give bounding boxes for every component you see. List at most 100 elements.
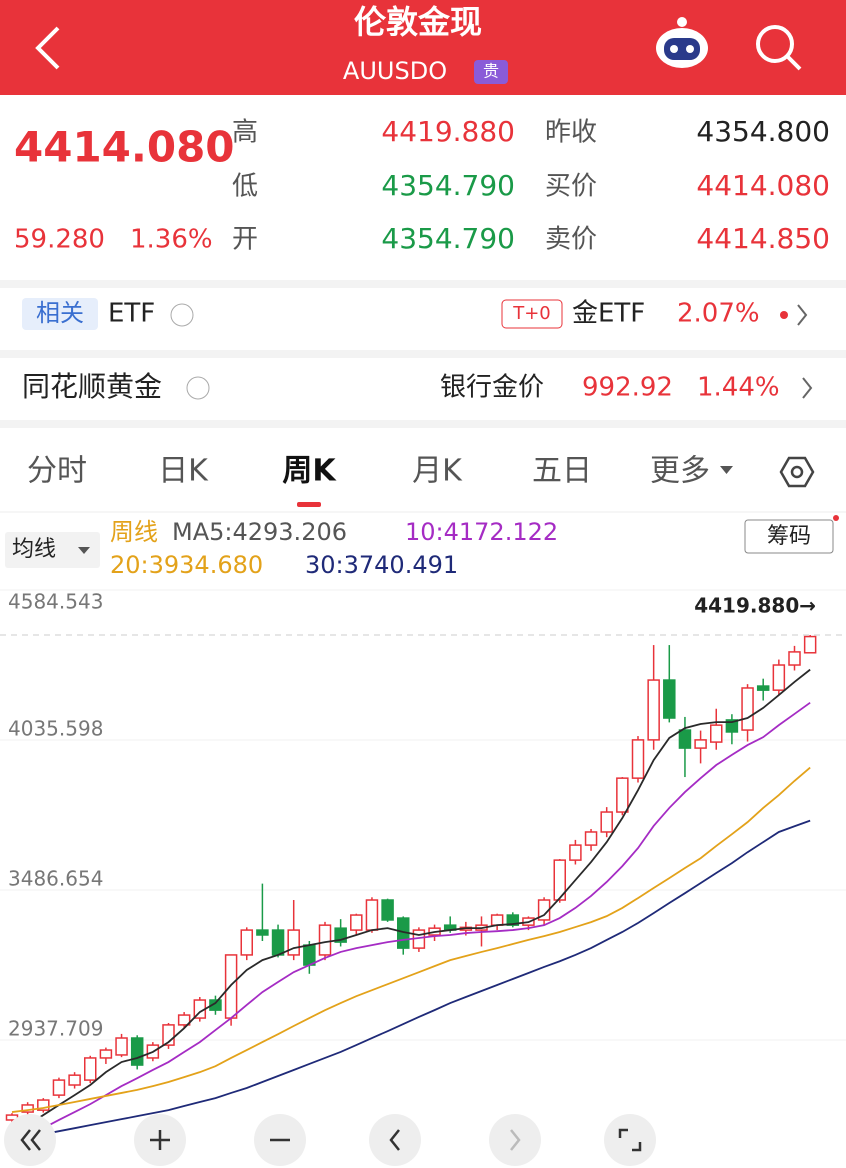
candle-body (647, 679, 660, 741)
ma-mode[interactable]: 均线 (12, 537, 56, 562)
rewind-icon (20, 1129, 41, 1151)
settings-icon[interactable] (779, 456, 815, 488)
tab[interactable]: 月K (412, 454, 463, 489)
plot: 4584.543 4035.598 3486.654 2937.709 4419.880… (0, 589, 846, 1143)
dot (780, 311, 788, 319)
high-label: 4419.880→ (694, 593, 816, 617)
y-tick-label: 3486.654 (8, 867, 103, 891)
code: AUUSDO (343, 57, 447, 85)
candle-body (631, 739, 645, 779)
field-label: 低 (232, 172, 258, 202)
candle-body (68, 1074, 81, 1086)
tab-underline (297, 502, 321, 507)
candle-body (741, 687, 754, 731)
badge: 贵 (483, 62, 499, 81)
legend-entry: MA5:4293.206 (172, 518, 347, 546)
candle-body (616, 777, 629, 813)
zoom-in-icon (150, 1130, 170, 1150)
ma-mode-bg[interactable] (5, 532, 100, 568)
field-value: 4414.850 (696, 222, 830, 255)
toolbar-button[interactable] (4, 1114, 56, 1166)
dot (833, 515, 839, 521)
gold-name[interactable]: 同花顺黄金 (22, 370, 162, 403)
related-name[interactable]: ETF (108, 299, 155, 329)
legend-entry: 20:3934.680 (110, 551, 263, 579)
candle-body (84, 1057, 97, 1081)
ma-line (11, 668, 811, 1136)
field-value: 4354.790 (381, 222, 515, 255)
field-label: 昨收 (545, 118, 597, 148)
t0: T+0 (512, 303, 551, 324)
chevron[interactable] (802, 377, 813, 399)
more-caret (720, 466, 733, 474)
search-icon[interactable] (756, 25, 802, 71)
candle-body (256, 929, 269, 936)
y-tick-label: 4035.598 (8, 717, 103, 741)
tab[interactable]: 五日 (532, 454, 592, 489)
info-icon[interactable] (186, 376, 210, 400)
fund-name[interactable]: 金ETF (572, 299, 645, 329)
fund-pct: 2.07% (677, 299, 760, 329)
candle-body (569, 844, 582, 861)
next-icon (510, 1129, 521, 1151)
candle-body (99, 1049, 113, 1059)
candle-body (350, 914, 363, 931)
tab[interactable]: 更多 (650, 454, 710, 489)
ma-period: 周线 (110, 518, 158, 546)
candle-body (37, 1099, 50, 1111)
tag-bg (22, 298, 98, 330)
back-button[interactable] (35, 26, 60, 70)
candle-body (803, 635, 817, 654)
info-icon[interactable] (170, 303, 194, 327)
candle-body (553, 859, 566, 901)
toolbar-button[interactable] (369, 1114, 421, 1166)
candle-body (224, 954, 238, 1019)
legend: MA5:4293.206 10:4172.122 20:3934.680 30:374… (110, 518, 558, 579)
candle-body (303, 944, 316, 966)
candle-body (177, 1014, 191, 1026)
prev-icon (389, 1129, 400, 1151)
candle-body (490, 914, 504, 926)
toolbar-button[interactable] (489, 1114, 541, 1166)
toolbar-button[interactable] (604, 1114, 656, 1166)
candle-body (725, 719, 739, 733)
candle-body (506, 914, 520, 926)
field-label: 开 (232, 225, 258, 255)
field-label: 卖价 (545, 225, 597, 255)
candle-body (381, 899, 394, 921)
candle-body (52, 1079, 66, 1096)
candle-body (318, 924, 332, 956)
chevron[interactable] (797, 304, 808, 326)
badge-bg (474, 60, 508, 84)
toolbar (4, 1114, 656, 1166)
chips[interactable]: 筹码 (767, 524, 811, 549)
candle-body (678, 729, 692, 749)
candle-body (365, 899, 379, 931)
related-tag: 相关 (36, 299, 84, 327)
t0-box (501, 299, 563, 329)
candle-body (115, 1037, 128, 1056)
divider (0, 420, 846, 428)
caret (78, 547, 90, 554)
bank-label: 银行金价 (440, 373, 544, 403)
tabs: 分时 日K 周K 月K 五日 更多 (27, 454, 710, 507)
tab[interactable]: 日K (158, 454, 209, 489)
robot-icon[interactable] (656, 17, 708, 68)
candle-body (756, 685, 770, 691)
title: 伦敦金现 (354, 3, 482, 41)
tab[interactable]: 分时 (27, 454, 87, 489)
bank-pct: 1.44% (697, 373, 780, 403)
tab[interactable]: 周K (282, 454, 337, 489)
candle-body (287, 929, 300, 956)
field-value: 4419.880 (381, 115, 515, 148)
candle-body (162, 1024, 175, 1046)
candle-body (271, 929, 285, 956)
candle-body (663, 679, 676, 719)
candle-body (694, 739, 707, 749)
chips-box[interactable] (744, 519, 834, 554)
fullscreen-icon (618, 1128, 642, 1152)
candle-body (334, 927, 347, 943)
candle-body (130, 1037, 144, 1066)
divider (0, 280, 846, 288)
